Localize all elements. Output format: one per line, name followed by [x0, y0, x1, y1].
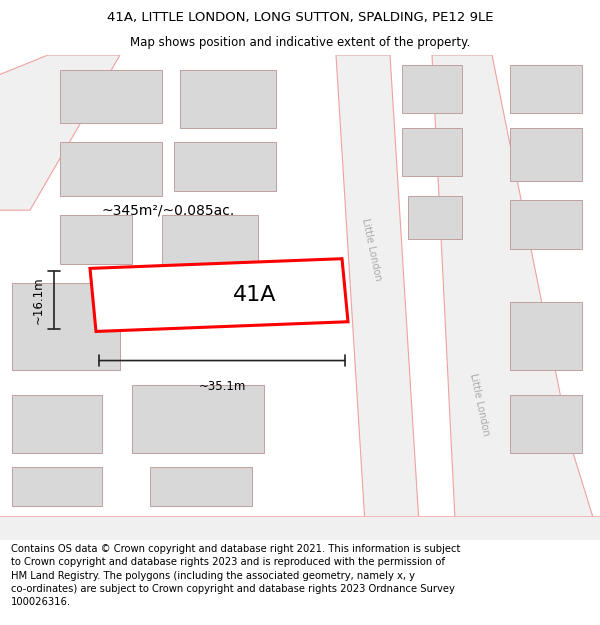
Bar — [402, 65, 462, 113]
Bar — [12, 468, 102, 506]
Bar — [174, 142, 276, 191]
Text: Little London: Little London — [361, 217, 383, 281]
Polygon shape — [432, 55, 600, 540]
Bar — [408, 196, 462, 239]
Bar — [510, 201, 582, 249]
Text: 41A, LITTLE LONDON, LONG SUTTON, SPALDING, PE12 9LE: 41A, LITTLE LONDON, LONG SUTTON, SPALDIN… — [107, 11, 493, 24]
Bar — [180, 69, 276, 128]
Bar — [510, 302, 582, 370]
Text: ~345m²/~0.085ac.: ~345m²/~0.085ac. — [101, 203, 235, 217]
Text: Map shows position and indicative extent of the property.: Map shows position and indicative extent… — [130, 36, 470, 49]
Bar — [12, 283, 120, 370]
Bar — [60, 215, 132, 264]
Bar — [162, 215, 258, 264]
Bar — [510, 127, 582, 181]
Text: ~16.1m: ~16.1m — [32, 276, 45, 324]
Bar — [510, 65, 582, 113]
Bar — [60, 69, 162, 123]
Bar — [150, 468, 252, 506]
Text: ~35.1m: ~35.1m — [199, 380, 245, 393]
Text: Little London: Little London — [469, 372, 491, 436]
Text: Contains OS data © Crown copyright and database right 2021. This information is : Contains OS data © Crown copyright and d… — [11, 544, 460, 607]
Polygon shape — [90, 259, 348, 331]
Bar — [402, 127, 462, 176]
Polygon shape — [0, 516, 600, 540]
Polygon shape — [0, 55, 120, 210]
Bar — [510, 394, 582, 452]
Bar — [132, 385, 264, 452]
Polygon shape — [336, 55, 420, 540]
Bar — [12, 394, 102, 452]
Bar — [60, 142, 162, 196]
Text: 41A: 41A — [233, 285, 277, 305]
